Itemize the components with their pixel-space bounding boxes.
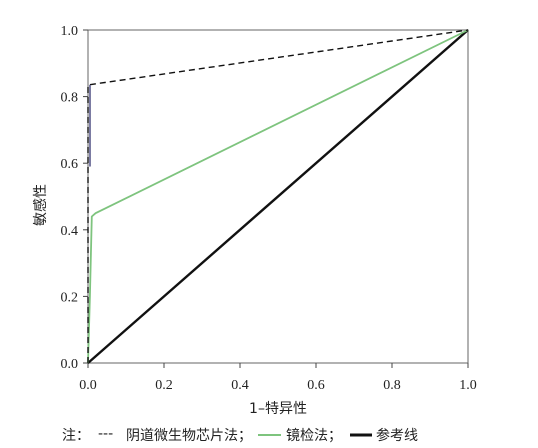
y-tick-label: 0.8 xyxy=(61,91,79,106)
y-tick-label: 0.4 xyxy=(61,224,79,239)
y-tick-label: 0.2 xyxy=(61,290,79,305)
note-item-microscopy: 镜检法； xyxy=(286,428,342,444)
y-axis-label: 敏感性 xyxy=(32,184,49,226)
series-line-0 xyxy=(87,29,469,363)
y-tick-label: 0.0 xyxy=(61,357,79,372)
plot-frame xyxy=(87,29,469,364)
legend-note: 注： --- 阴道微生物芯片法； 镜检法； 参考线 xyxy=(62,426,418,444)
y-tick-label: 1.0 xyxy=(61,24,79,39)
y-axis: 0.0 0.2 0.4 0.6 0.8 1.0 xyxy=(61,24,88,372)
x-tick-label: 0.6 xyxy=(307,378,325,393)
y-tick-label: 0.6 xyxy=(61,157,79,172)
note-prefix: 注： xyxy=(62,428,90,444)
series-line-2 xyxy=(87,29,469,364)
x-axis-label: 1–特异性 xyxy=(249,401,307,417)
x-tick-label: 1.0 xyxy=(459,378,477,393)
note-item-reference: 参考线 xyxy=(376,427,418,444)
note-item-chip: 阴道微生物芯片法； xyxy=(126,428,252,444)
note-dash-glyph: --- xyxy=(98,426,113,442)
x-axis: 0.0 0.2 0.4 0.6 0.8 1.0 xyxy=(79,363,477,393)
x-tick-label: 0.2 xyxy=(155,378,173,393)
series-group xyxy=(87,29,469,364)
x-tick-label: 0.0 xyxy=(79,378,97,393)
series-line-1 xyxy=(87,29,469,364)
x-tick-label: 0.8 xyxy=(383,378,401,393)
x-tick-label: 0.4 xyxy=(231,378,249,393)
